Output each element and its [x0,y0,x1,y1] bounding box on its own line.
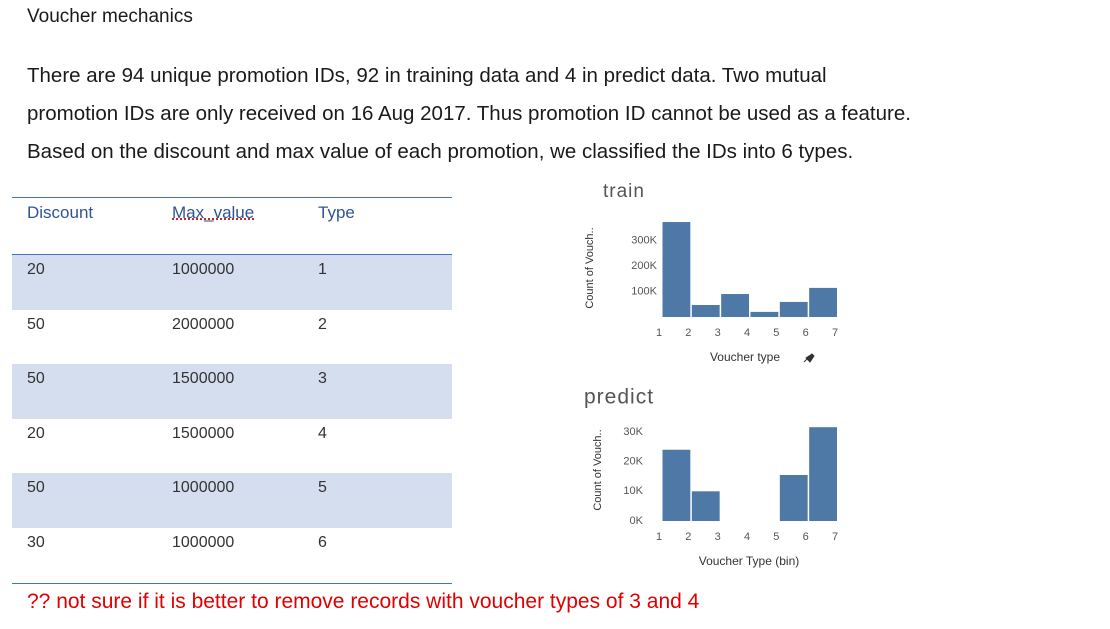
histogram-bar [809,287,837,317]
chart-title: predict [584,386,654,409]
histogram-bar [691,305,720,317]
pin-icon [803,353,815,363]
y-tick-label: 300K [631,234,657,246]
table-cell: 6 [318,534,327,551]
table-row: 50 2000000 2 [12,309,452,365]
x-tick-label: 6 [803,327,809,339]
note: ?? not sure if it is better to remove re… [27,590,700,613]
x-tick-label: 4 [744,531,750,543]
table-row: 30 1000000 6 [12,528,452,583]
table-top-rule [12,197,452,198]
y-axis-label: Count of Vouch.. [592,429,604,510]
chart-title: train [603,181,645,202]
table-cell: 1500000 [172,370,235,388]
table-bottom-rule [12,582,452,584]
table-cell: 1000000 [172,479,235,497]
x-tick-label: 3 [715,327,721,339]
histogram-bar [779,301,808,317]
table-header-row: Discount Max_value Type [12,197,452,255]
paragraph-line: promotion IDs are only received on 16 Au… [27,102,911,125]
table-cell: 50 [27,370,45,388]
x-tick-label: 6 [803,531,809,543]
header-cell: Max_value [172,203,255,222]
x-tick-label: 3 [715,531,721,543]
y-tick-label: 200K [631,260,657,272]
y-tick-label: 10K [623,485,643,497]
x-tick-label: 7 [832,531,838,543]
table-cell: 5 [318,479,327,497]
x-axis-label: Voucher type [710,350,780,364]
histogram-bar [662,449,691,521]
x-axis-label: Voucher Type (bin) [699,554,800,568]
y-tick-label: 30K [623,426,643,438]
y-tick-label: 20K [623,456,643,468]
x-tick-label: 5 [773,531,779,543]
table-cell: 3 [318,370,327,388]
y-axis-label: Count of Vouch.. [584,227,596,308]
paragraph-line: There are 94 unique promotion IDs, 92 in… [27,64,827,87]
table-cell: 30 [27,534,45,551]
table-row: 50 1000000 5 [12,473,452,528]
x-tick-label: 7 [832,327,838,339]
table-row: 50 1500000 3 [12,364,452,419]
table-cell: 2 [318,315,327,333]
table-cell: 50 [27,315,45,333]
header-cell: Discount [27,203,94,222]
x-tick-label: 2 [685,531,691,543]
paragraph-line: Based on the discount and max value of e… [27,140,854,163]
histogram-bar [721,294,749,317]
table-cell: 20 [27,424,45,442]
table-cell: 1000000 [172,261,235,278]
x-tick-label: 1 [656,327,662,339]
table-row: 20 1500000 4 [12,418,452,474]
table-cell: 1500000 [172,424,235,442]
table-cell: 1 [318,261,327,278]
x-tick-label: 1 [656,531,662,543]
table-cell: 20 [27,261,45,278]
y-tick-label: 100K [631,285,657,297]
table-cell: 50 [27,479,45,497]
table-row: 20 1000000 1 [12,255,452,310]
table-cell: 1000000 [172,534,235,551]
histogram-bar [662,222,691,317]
table-cell: 4 [318,424,327,442]
histogram-bar [750,311,779,317]
histogram-bar [779,474,808,521]
histogram-bar [809,427,837,521]
x-tick-label: 4 [744,327,750,339]
x-tick-label: 5 [773,327,779,339]
y-tick-label: 0K [630,515,644,527]
histogram-bar [691,491,720,521]
heading: Voucher mechanics [27,6,193,27]
x-tick-label: 2 [685,327,691,339]
header-cell: Type [318,203,355,222]
table-cell: 2000000 [172,315,235,333]
